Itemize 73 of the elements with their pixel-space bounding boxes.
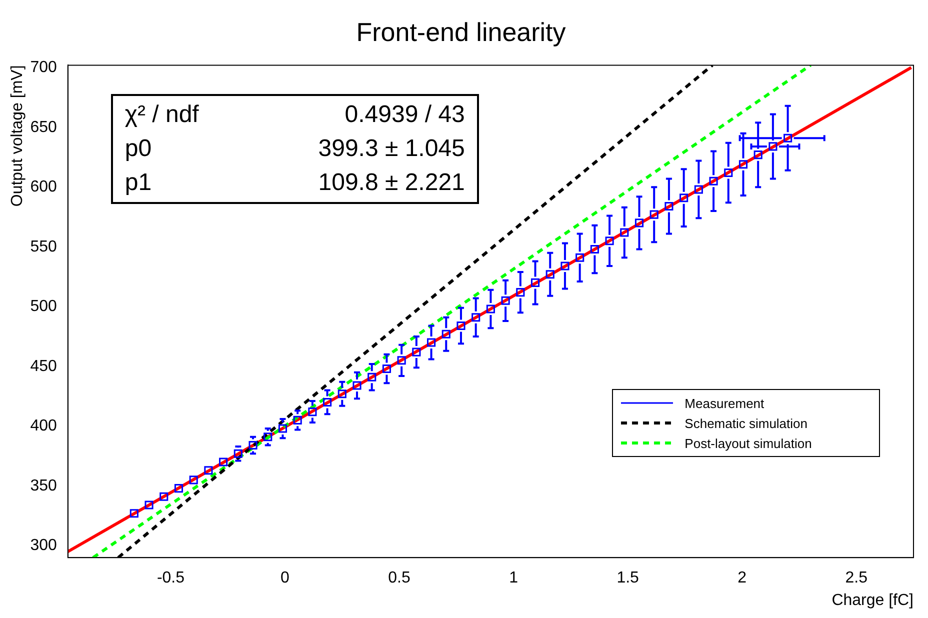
- x-tick-label: -0.5: [156, 570, 185, 587]
- point: [219, 458, 228, 466]
- point: [234, 449, 242, 458]
- point: [144, 500, 154, 510]
- point: [412, 348, 421, 356]
- point: [590, 244, 599, 254]
- annotation: p1: [124, 168, 152, 198]
- point: [768, 142, 778, 151]
- point: [264, 432, 272, 442]
- point: [130, 509, 138, 518]
- annotation: p0: [124, 134, 152, 164]
- point: [426, 338, 436, 347]
- y-tick-label: 450: [30, 358, 57, 375]
- point: [248, 440, 258, 450]
- point: [664, 202, 674, 211]
- x-tick-label: 2.5: [845, 570, 868, 587]
- y-tick-label: 700: [30, 58, 57, 76]
- x-axis-title: Charge [fC]: [832, 592, 914, 609]
- point: [620, 228, 629, 237]
- point: [486, 304, 495, 314]
- annotation: 109.8 ± 2.221: [318, 168, 465, 198]
- point: [650, 210, 658, 219]
- point: [680, 194, 688, 202]
- annotation: 399.3 ± 1.045: [318, 134, 465, 164]
- chart-title: Front-end linearity: [356, 16, 566, 47]
- point: [724, 168, 733, 178]
- x-tick-label: 1.5: [616, 570, 640, 587]
- point: [442, 330, 450, 338]
- point: [546, 270, 554, 279]
- point: [382, 364, 391, 374]
- x-tick-label: 2: [738, 570, 747, 587]
- x-tick-label: 0.5: [388, 570, 410, 587]
- annotation: 0.4939 / 43: [344, 100, 465, 130]
- y-tick-label: 300: [30, 537, 57, 554]
- point: [576, 253, 584, 262]
- point: [352, 381, 362, 390]
- annotation: χ² / ndf: [124, 100, 199, 130]
- y-tick-label: 550: [30, 238, 57, 256]
- point: [338, 390, 346, 398]
- point: [709, 176, 718, 186]
- legend-label: Schematic simulation: [684, 416, 808, 431]
- point: [784, 134, 792, 142]
- point: [754, 150, 762, 160]
- point: [472, 313, 480, 322]
- y-axis-title: Output voltage [mV]: [9, 65, 26, 207]
- point: [634, 218, 644, 228]
- point: [308, 408, 317, 416]
- point: [368, 372, 376, 382]
- y-tick-label: 500: [30, 298, 57, 316]
- y-tick-label: 650: [30, 118, 57, 136]
- point: [605, 236, 614, 246]
- point: [278, 424, 288, 433]
- point: [189, 476, 198, 484]
- point: [293, 416, 302, 424]
- point: [560, 262, 570, 270]
- point: [694, 185, 703, 194]
- y-tick-label: 400: [30, 418, 57, 435]
- y-tick-label: 350: [30, 477, 57, 494]
- x-tick-label: 1: [509, 570, 518, 587]
- x-tick-label: 0: [280, 570, 290, 587]
- point: [501, 296, 510, 305]
- point: [530, 278, 540, 287]
- legend-label: Measurement: [684, 396, 764, 411]
- point: [174, 484, 184, 493]
- point: [516, 288, 525, 297]
- y-tick-label: 600: [30, 178, 57, 196]
- point: [323, 398, 332, 407]
- point: [738, 160, 748, 169]
- point: [204, 466, 213, 475]
- point: [160, 492, 168, 501]
- legend-label: Post-layout simulation: [684, 436, 812, 451]
- point: [397, 356, 406, 365]
- point: [456, 321, 466, 330]
